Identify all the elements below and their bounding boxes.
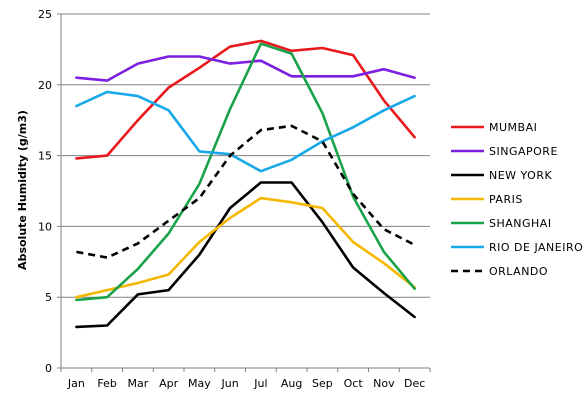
legend: MUMBAI SINGAPORE NEW YORK PARIS SHANGHAI RIO … <box>451 121 583 278</box>
x-tick-label: Dec <box>404 377 425 390</box>
y-tick-label: 25 <box>38 8 52 21</box>
x-tick-label: Nov <box>373 377 395 390</box>
y-tick-label: 0 <box>45 362 52 375</box>
x-tick-labels: Jan Feb Mar Apr May Jun Jul Aug Sep Oct Nov Dec <box>67 377 425 390</box>
series-line-mumbai <box>75 39 416 160</box>
y-tick-label: 5 <box>45 291 52 304</box>
legend-item: RIO DE JANEIRO <box>451 241 583 254</box>
legend-item: MUMBAI <box>451 121 537 134</box>
series-line-new-york <box>75 181 416 329</box>
x-tick-label: May <box>188 377 211 390</box>
y-tick-label: 20 <box>38 79 52 92</box>
series-lines <box>75 39 416 329</box>
y-tick-labels: 0 5 10 15 20 25 <box>38 8 52 375</box>
legend-item: SINGAPORE <box>451 145 558 158</box>
legend-item: PARIS <box>451 193 523 206</box>
x-tick-label: Feb <box>97 377 116 390</box>
x-tick-label: Jul <box>253 377 267 390</box>
x-tick-label: Aug <box>281 377 302 390</box>
legend-label: ORLANDO <box>489 265 548 278</box>
series-line-shanghai <box>75 42 416 302</box>
legend-label: RIO DE JANEIRO <box>489 241 583 254</box>
y-tick-label: 15 <box>38 150 52 163</box>
x-tick-label: Jun <box>221 377 239 390</box>
y-axis-title: Absolute Humidity (g/m3) <box>16 110 29 270</box>
series-line-orlando <box>76 124 416 259</box>
series-line-singapore <box>75 55 416 82</box>
series-line-paris <box>75 196 416 299</box>
legend-label: PARIS <box>489 193 523 206</box>
x-tick-label: Mar <box>127 377 148 390</box>
legend-label: MUMBAI <box>489 121 537 134</box>
y-tick-label: 10 <box>38 220 52 233</box>
legend-item: NEW YORK <box>451 169 552 182</box>
x-tick-label: Jan <box>67 377 85 390</box>
series-line-rio-de-janeiro <box>75 90 416 173</box>
x-tick-label: Sep <box>312 377 333 390</box>
legend-label: SINGAPORE <box>489 145 558 158</box>
x-tick-label: Apr <box>159 377 179 390</box>
axes <box>57 13 431 372</box>
legend-item: SHANGHAI <box>451 217 552 230</box>
x-tick-label: Oct <box>344 377 364 390</box>
legend-label: SHANGHAI <box>489 217 552 230</box>
legend-label: NEW YORK <box>489 169 552 182</box>
legend-item: ORLANDO <box>451 265 548 278</box>
